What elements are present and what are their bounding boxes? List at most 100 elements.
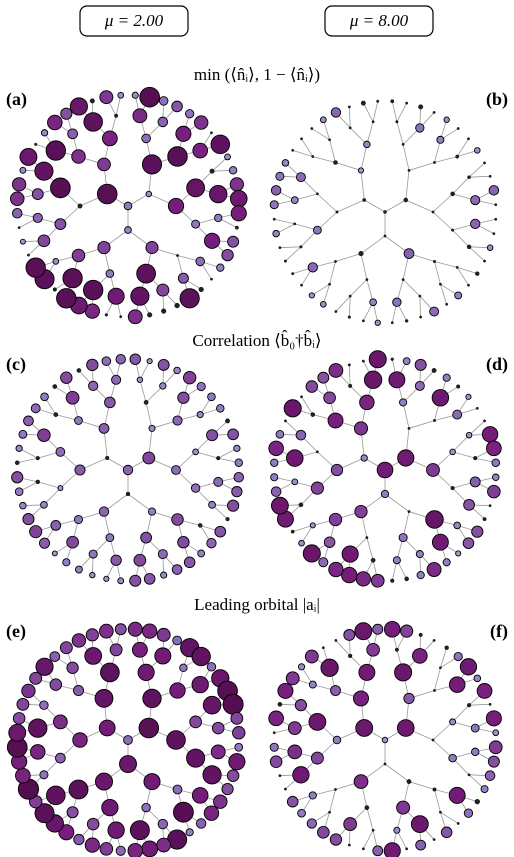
node xyxy=(105,533,115,542)
node xyxy=(193,115,209,130)
node xyxy=(190,483,201,493)
node xyxy=(141,133,151,144)
edge xyxy=(396,830,408,850)
node xyxy=(410,815,429,833)
node xyxy=(195,256,205,267)
node xyxy=(202,765,222,785)
node xyxy=(405,847,409,851)
node xyxy=(192,142,209,159)
node xyxy=(415,123,425,133)
node xyxy=(360,454,368,462)
node xyxy=(452,409,463,420)
edge xyxy=(348,296,351,318)
node xyxy=(49,678,63,691)
node xyxy=(179,663,188,673)
node xyxy=(330,107,342,118)
node xyxy=(171,513,184,526)
node xyxy=(347,363,351,367)
node xyxy=(270,185,282,196)
node xyxy=(269,755,283,768)
node xyxy=(442,373,451,382)
edge xyxy=(457,267,478,275)
node xyxy=(448,676,466,693)
header-left: μ = 2.00 xyxy=(104,11,164,30)
node xyxy=(14,460,20,465)
node xyxy=(315,450,319,454)
node xyxy=(229,189,248,208)
node xyxy=(196,381,206,392)
node xyxy=(226,769,240,782)
node xyxy=(104,396,116,409)
edge xyxy=(384,493,410,512)
edge xyxy=(434,261,458,268)
node xyxy=(143,400,149,405)
node xyxy=(397,449,415,467)
node xyxy=(69,97,88,116)
node xyxy=(141,840,159,857)
node xyxy=(50,520,62,531)
node xyxy=(481,426,499,443)
node xyxy=(456,384,461,389)
node xyxy=(348,653,353,659)
node xyxy=(315,192,319,196)
node xyxy=(173,366,181,375)
node xyxy=(343,817,358,831)
node xyxy=(133,553,147,567)
node xyxy=(398,533,408,543)
node xyxy=(167,146,188,167)
node xyxy=(299,245,303,249)
node xyxy=(138,717,160,739)
node xyxy=(191,646,211,667)
node xyxy=(269,742,279,752)
node xyxy=(68,779,89,800)
node xyxy=(156,627,171,642)
node xyxy=(56,288,77,309)
node xyxy=(140,531,152,544)
edge xyxy=(384,763,410,782)
node xyxy=(392,556,401,565)
node xyxy=(35,456,40,461)
edge xyxy=(469,246,491,249)
node xyxy=(400,624,414,638)
node xyxy=(174,302,180,309)
node xyxy=(403,692,415,705)
node xyxy=(17,226,21,230)
node xyxy=(96,183,118,205)
node xyxy=(372,845,384,857)
node xyxy=(171,465,181,475)
node xyxy=(271,496,289,515)
node xyxy=(333,160,338,165)
node xyxy=(474,147,481,154)
node xyxy=(414,380,425,391)
node xyxy=(114,113,119,118)
node xyxy=(485,710,502,727)
node xyxy=(125,491,131,497)
node xyxy=(407,427,411,430)
edge xyxy=(440,647,448,668)
node xyxy=(355,719,374,737)
node xyxy=(107,821,125,839)
node xyxy=(28,718,48,738)
node xyxy=(74,565,83,574)
node xyxy=(19,501,27,510)
node xyxy=(228,166,238,175)
node xyxy=(305,380,319,393)
node xyxy=(361,359,365,363)
node xyxy=(98,623,114,639)
node xyxy=(309,522,316,529)
node xyxy=(459,658,478,676)
edge xyxy=(456,267,469,286)
node xyxy=(383,210,387,214)
node xyxy=(88,380,99,392)
node xyxy=(278,246,282,250)
node xyxy=(330,685,341,696)
node xyxy=(158,96,169,106)
node xyxy=(392,297,402,307)
edge xyxy=(294,193,318,201)
node xyxy=(492,232,496,236)
node xyxy=(88,549,98,559)
node xyxy=(109,643,123,657)
node xyxy=(284,787,287,791)
node xyxy=(84,837,100,853)
node xyxy=(483,161,486,165)
